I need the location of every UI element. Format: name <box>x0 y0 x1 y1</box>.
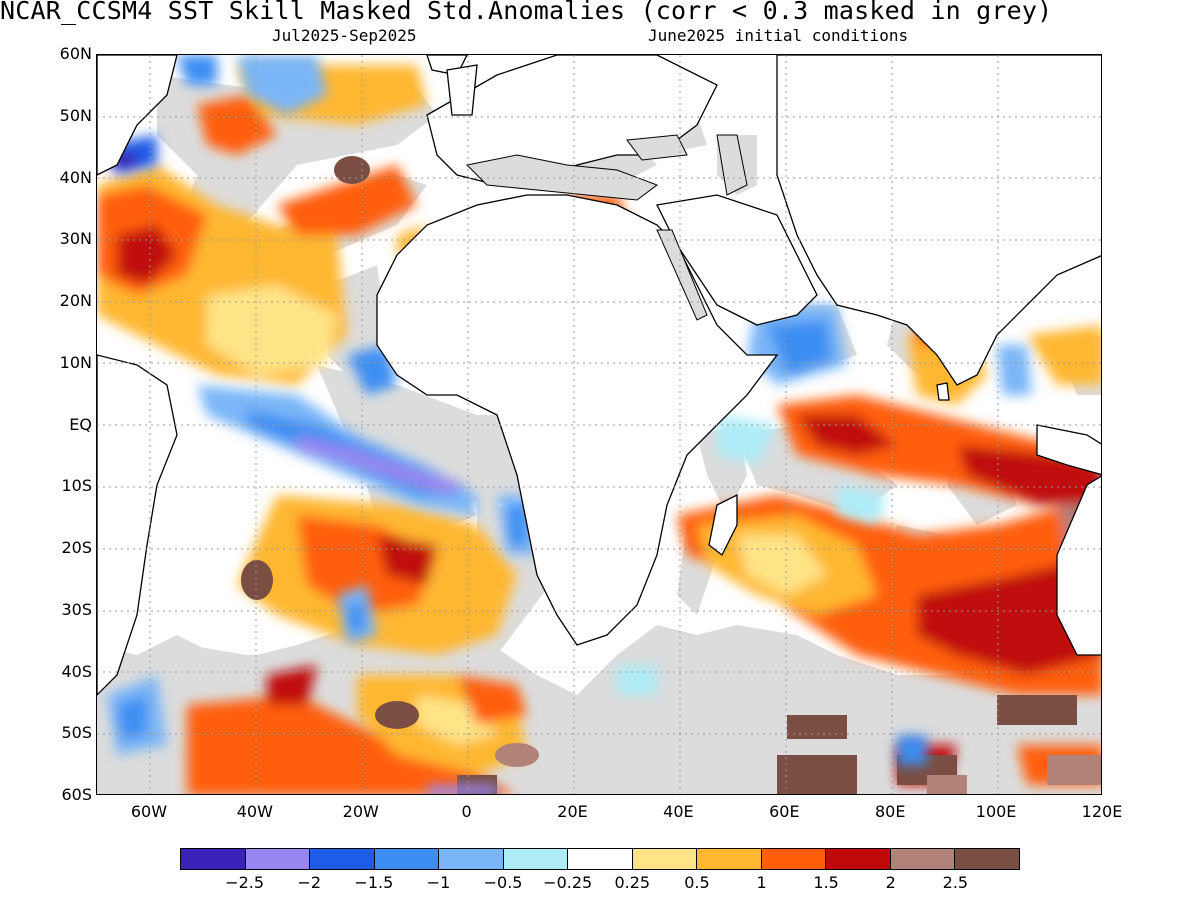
lon-label: 40E <box>663 802 694 821</box>
asia-india <box>776 55 1101 386</box>
negative-anomalies <box>107 55 1032 794</box>
lat-label: 50N <box>59 105 92 125</box>
initial-conditions: June2025 initial conditions <box>648 26 909 45</box>
colorbar-tick-label: 0.5 <box>684 873 710 892</box>
red-sea <box>656 229 708 321</box>
lat-label: 60S <box>61 785 92 804</box>
strong-warm-patches <box>495 743 1101 794</box>
lon-label: 60W <box>130 802 168 821</box>
colorbar-swatch <box>503 849 569 869</box>
mediterranean <box>465 154 659 201</box>
colorbar-tick-label: −1 <box>426 873 451 892</box>
colorbar-swatch <box>374 849 440 869</box>
colorbar-tick-label: −2.5 <box>225 873 265 892</box>
colorbar-swatch <box>439 849 504 869</box>
colorbar-tick-label: 0.25 <box>614 873 651 892</box>
lat-label: 20N <box>59 291 92 310</box>
lat-label: 30N <box>59 229 92 249</box>
indonesia <box>1036 424 1101 476</box>
colorbar-tick-label: 1 <box>756 873 767 892</box>
map-canvas <box>97 55 1101 794</box>
lon-label: 20W <box>342 802 379 821</box>
black-sea <box>626 134 688 161</box>
caspian-sea <box>716 134 748 196</box>
africa <box>376 194 779 646</box>
colorbar-tick-label: −0.25 <box>543 873 593 892</box>
british-isles <box>446 64 478 116</box>
colorbar-swatch <box>181 849 246 869</box>
lon-label: 60E <box>769 802 800 821</box>
lat-label: 10N <box>59 352 92 372</box>
sst-anomaly-map <box>96 54 1102 795</box>
madagascar <box>708 493 738 556</box>
colorbar-swatch <box>955 849 1019 869</box>
lat-label: 40S <box>61 661 92 681</box>
colorbar-tick-label: 2.5 <box>942 873 969 892</box>
lat-label: 10S <box>61 476 92 496</box>
lon-label: 80E <box>874 802 906 821</box>
lon-label: 120E <box>1081 802 1123 821</box>
colorbar-swatch <box>697 849 762 869</box>
forecast-period: Jul2025-Sep2025 <box>272 26 417 45</box>
south-america <box>97 354 178 696</box>
lon-label: 0 <box>461 802 472 821</box>
lat-label: EQ <box>69 414 92 434</box>
colorbar <box>180 848 1020 870</box>
colorbar-tick-label: 2 <box>885 873 896 892</box>
colorbar-tick-label: 1.5 <box>813 873 839 892</box>
lat-label: 50S <box>61 723 92 743</box>
inland-seas <box>465 134 748 321</box>
lat-label: 30S <box>61 599 92 619</box>
colorbar-swatch <box>310 849 375 869</box>
north-america <box>97 55 178 176</box>
colorbar-swatch <box>245 849 311 869</box>
lat-label: 40N <box>59 167 92 187</box>
colorbar-tick-label: −1.5 <box>354 873 394 892</box>
lon-label: 100E <box>975 802 1017 821</box>
colorbar-tick-label: −2 <box>297 873 322 892</box>
lat-label: 20S <box>61 538 92 557</box>
colorbar-swatch <box>632 849 698 869</box>
colorbar-swatch <box>826 849 891 869</box>
map-title: NCAR_CCSM4 SST Skill Masked Std.Anomalie… <box>0 0 1053 25</box>
lon-label: 40W <box>236 802 273 821</box>
lon-label: 20E <box>557 802 588 821</box>
colorbar-tick-label: −0.5 <box>483 873 523 892</box>
colorbar-swatch <box>890 849 956 869</box>
australia <box>1056 475 1101 656</box>
extreme-warm-patches <box>241 156 1077 794</box>
positive-anomalies <box>97 65 1101 794</box>
arabia <box>656 194 818 326</box>
lat-label: 60N <box>59 44 92 63</box>
sri-lanka <box>936 382 950 401</box>
colorbar-swatch <box>761 849 827 869</box>
colorbar-swatch <box>568 849 633 869</box>
